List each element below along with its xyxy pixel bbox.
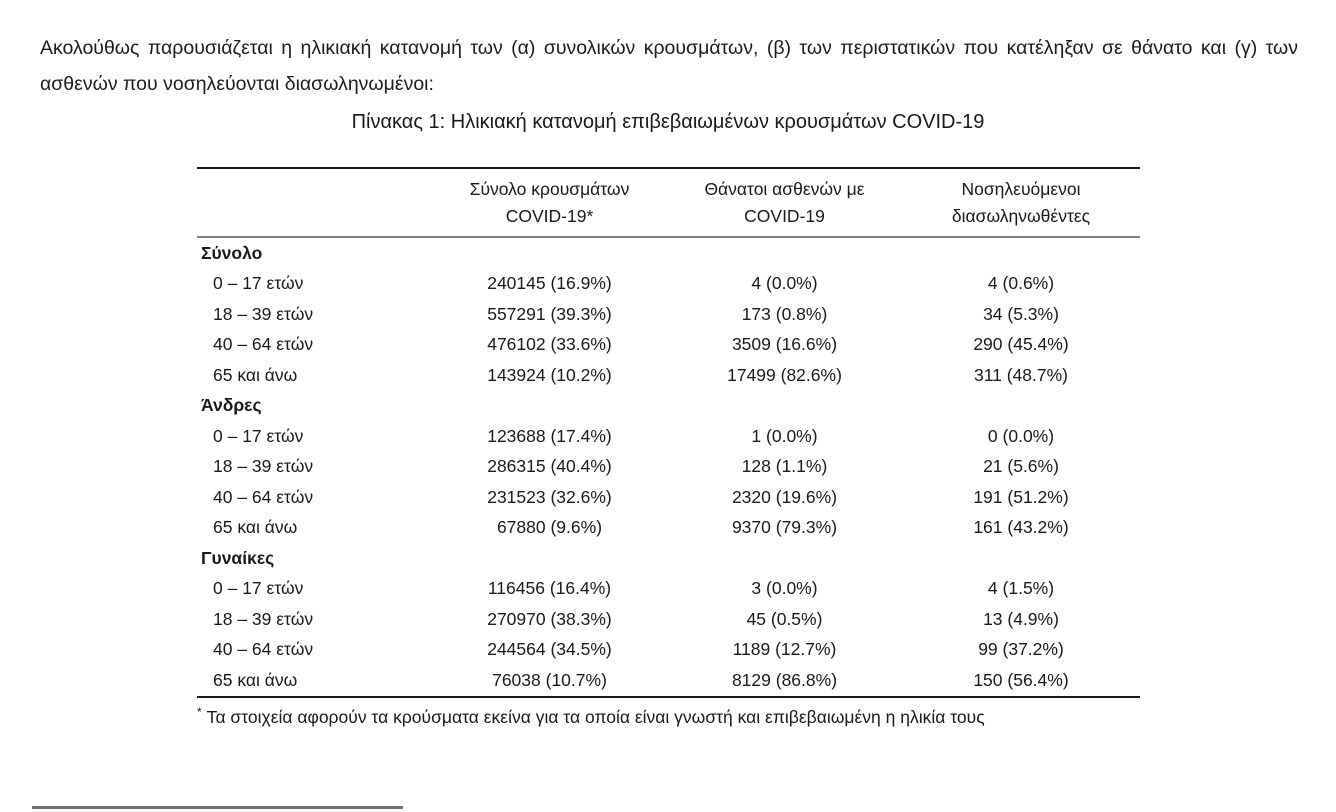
age-group-label: 0 – 17 ετών bbox=[213, 273, 304, 294]
age-group-label: 40 – 64 ετών bbox=[213, 334, 314, 355]
table-row: 40 – 64 ετών 231523 (32.6%) 2320 (19.6%)… bbox=[197, 482, 1140, 513]
intubated-value: 311 (48.7%) bbox=[973, 364, 1069, 385]
footnote-text: Τα στοιχεία αφορούν τα κρούσματα εκείνα … bbox=[206, 706, 985, 727]
col-header-intubated-line2: διασωληνωθέντες bbox=[951, 205, 1091, 226]
table-row: 0 – 17 ετών 116456 (16.4%) 3 (0.0%) 4 (1… bbox=[197, 574, 1140, 605]
table-row: 0 – 17 ετών 240145 (16.9%) 4 (0.0%) 4 (0… bbox=[197, 269, 1140, 300]
table-row: 18 – 39 ετών 557291 (39.3%) 173 (0.8%) 3… bbox=[197, 299, 1140, 330]
cases-value: 123688 (17.4%) bbox=[487, 425, 612, 446]
deaths-value: 3 (0.0%) bbox=[751, 578, 818, 599]
section-row-total: Σύνολο bbox=[197, 237, 1140, 269]
intubated-value: 4 (0.6%) bbox=[987, 273, 1055, 294]
deaths-value: 8129 (86.8%) bbox=[731, 669, 838, 690]
table-title: Πίνακας 1: Ηλικιακή κατανομή επιβεβαιωμέ… bbox=[351, 111, 985, 133]
col-header-total-cases-line2: COVID-19* bbox=[505, 205, 594, 226]
intro-paragraph: Ακολούθως παρουσιάζεται η ηλικιακή καταν… bbox=[40, 36, 1298, 96]
deaths-value: 173 (0.8%) bbox=[741, 303, 828, 324]
table-header: Σύνολο κρουσμάτων COVID-19* Θάνατοι ασθε… bbox=[197, 168, 1140, 238]
cases-value: 116456 (16.4%) bbox=[487, 578, 612, 599]
age-group-label: 0 – 17 ετών bbox=[213, 578, 304, 599]
table-row: 65 και άνω 67880 (9.6%) 9370 (79.3%) 161… bbox=[197, 513, 1140, 544]
deaths-value: 9370 (79.3%) bbox=[731, 517, 838, 538]
col-header-intubated-line1: Νοσηλευόμενοι bbox=[961, 178, 1081, 199]
deaths-value: 128 (1.1%) bbox=[741, 456, 828, 477]
cases-value: 231523 (32.6%) bbox=[487, 486, 612, 507]
age-group-label: 65 και άνω bbox=[213, 364, 298, 385]
intubated-value: 191 (51.2%) bbox=[973, 486, 1069, 507]
cases-value: 270970 (38.3%) bbox=[487, 608, 612, 629]
section-row-women: Γυναίκες bbox=[197, 543, 1140, 574]
age-group-label: 18 – 39 ετών bbox=[213, 608, 314, 629]
section-row-men: Άνδρες bbox=[197, 391, 1140, 422]
cases-value: 476102 (33.6%) bbox=[487, 334, 612, 355]
cases-value: 557291 (39.3%) bbox=[487, 303, 612, 324]
table-body: Σύνολο 0 – 17 ετών 240145 (16.9%) 4 (0.0… bbox=[197, 237, 1140, 697]
intubated-value: 34 (5.3%) bbox=[983, 303, 1059, 324]
deaths-value: 1189 (12.7%) bbox=[732, 639, 837, 660]
intubated-value: 150 (56.4%) bbox=[973, 669, 1069, 690]
cases-value: 76038 (10.7%) bbox=[492, 669, 607, 690]
footnote-marker: * bbox=[197, 705, 202, 719]
cases-value: 240145 (16.9%) bbox=[487, 273, 612, 294]
deaths-value: 3509 (16.6%) bbox=[731, 334, 838, 355]
section-label-men: Άνδρες bbox=[201, 395, 262, 416]
deaths-value: 4 (0.0%) bbox=[751, 273, 818, 294]
intubated-value: 4 (1.5%) bbox=[987, 578, 1055, 599]
intubated-value: 161 (43.2%) bbox=[973, 517, 1069, 538]
table-row: 65 και άνω 143924 (10.2%) 17499 (82.6%) … bbox=[197, 360, 1140, 391]
cases-value: 143924 (10.2%) bbox=[487, 364, 612, 385]
age-group-label: 40 – 64 ετών bbox=[213, 639, 314, 660]
cases-value: 286315 (40.4%) bbox=[487, 456, 612, 477]
covid-age-distribution-table: Σύνολο κρουσμάτων COVID-19* Θάνατοι ασθε… bbox=[197, 167, 1140, 698]
col-header-deaths: Θάνατοι ασθενών με COVID-19 bbox=[667, 168, 902, 238]
page-footer-separator-line bbox=[32, 806, 403, 809]
intubated-value: 290 (45.4%) bbox=[973, 334, 1069, 355]
section-label-women: Γυναίκες bbox=[201, 547, 275, 568]
col-header-total-cases: Σύνολο κρουσμάτων COVID-19* bbox=[432, 168, 667, 238]
deaths-value: 17499 (82.6%) bbox=[727, 364, 842, 385]
deaths-value: 2320 (19.6%) bbox=[731, 486, 838, 507]
table-row: 65 και άνω 76038 (10.7%) 8129 (86.8%) 15… bbox=[197, 665, 1140, 697]
section-label-total: Σύνολο bbox=[201, 242, 263, 263]
empty-header-cell bbox=[197, 168, 432, 238]
age-group-label: 18 – 39 ετών bbox=[213, 456, 314, 477]
age-group-label: 40 – 64 ετών bbox=[213, 486, 314, 507]
cases-value: 244564 (34.5%) bbox=[487, 639, 612, 660]
col-header-deaths-line1: Θάνατοι ασθενών με bbox=[704, 178, 865, 199]
deaths-value: 1 (0.0%) bbox=[751, 425, 818, 446]
intubated-value: 21 (5.6%) bbox=[983, 456, 1059, 477]
col-header-total-cases-line1: Σύνολο κρουσμάτων bbox=[469, 178, 630, 199]
age-group-label: 0 – 17 ετών bbox=[213, 425, 304, 446]
cases-value: 67880 (9.6%) bbox=[496, 517, 603, 538]
table-row: 18 – 39 ετών 286315 (40.4%) 128 (1.1%) 2… bbox=[197, 452, 1140, 483]
intubated-value: 99 (37.2%) bbox=[978, 639, 1064, 660]
intubated-value: 0 (0.0%) bbox=[987, 425, 1055, 446]
age-group-label: 65 και άνω bbox=[213, 669, 298, 690]
table-header-row: Σύνολο κρουσμάτων COVID-19* Θάνατοι ασθε… bbox=[197, 168, 1140, 238]
col-header-deaths-line2: COVID-19 bbox=[744, 205, 825, 226]
table-row: 40 – 64 ετών 244564 (34.5%) 1189 (12.7%)… bbox=[197, 635, 1140, 666]
table-footnote: * Τα στοιχεία αφορούν τα κρούσματα εκείνα… bbox=[197, 705, 1140, 728]
table-row: 0 – 17 ετών 123688 (17.4%) 1 (0.0%) 0 (0… bbox=[197, 421, 1140, 452]
intubated-value: 13 (4.9%) bbox=[983, 608, 1059, 629]
deaths-value: 45 (0.5%) bbox=[746, 608, 823, 629]
table-row: 40 – 64 ετών 476102 (33.6%) 3509 (16.6%)… bbox=[197, 330, 1140, 361]
table-row: 18 – 39 ετών 270970 (38.3%) 45 (0.5%) 13… bbox=[197, 604, 1140, 635]
age-group-label: 65 και άνω bbox=[213, 517, 298, 538]
age-group-label: 18 – 39 ετών bbox=[213, 303, 314, 324]
col-header-intubated: Νοσηλευόμενοι διασωληνωθέντες bbox=[902, 168, 1140, 238]
